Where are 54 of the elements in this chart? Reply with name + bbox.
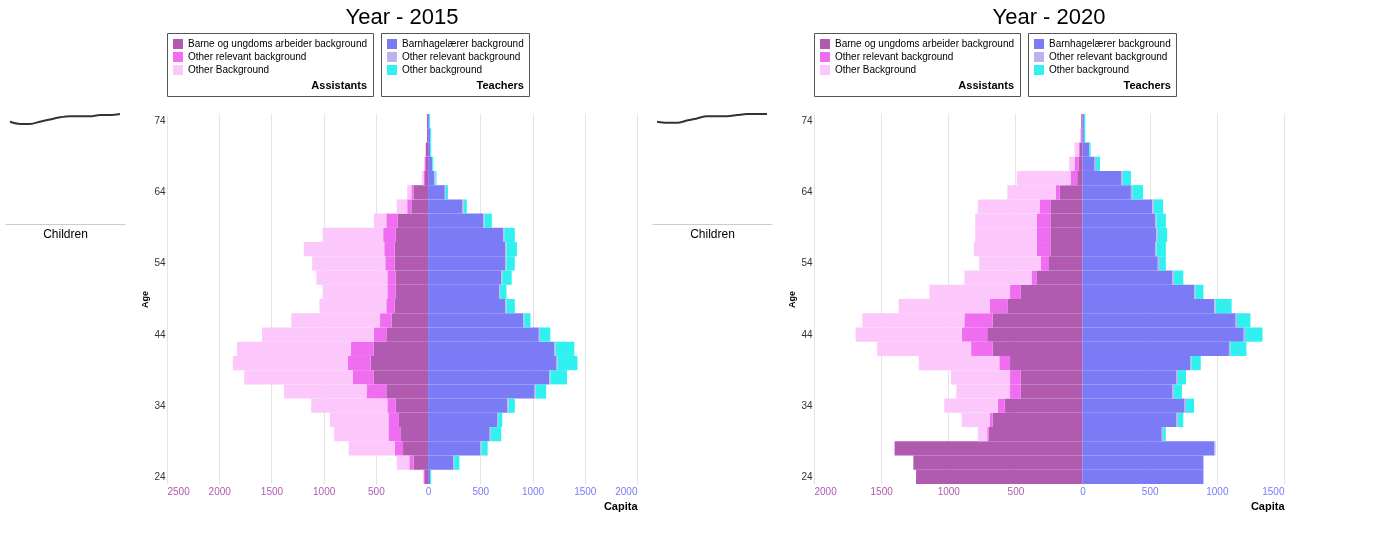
legend-label: Other relevant background [188,51,307,62]
legend-label: Barne og ungdoms arbeider background [835,38,1015,49]
x-tick-label: 1000 [521,485,545,497]
x-tick-label: 2000 [615,485,638,497]
x-tick-label: 1000 [313,485,336,497]
x-tick-label: 1000 [1206,485,1229,497]
y-tick-label: 34 [801,399,813,411]
x-tick-label: 2000 [814,485,838,497]
x-tick-label: 0 [425,485,432,497]
y-tick-label: 64 [801,186,813,198]
y-tick-label: 74 [801,115,813,127]
x-tick-label: 1500 [260,485,284,497]
chart-title: Year - 2020 [992,3,1106,29]
x-tick-label: 1500 [1262,485,1285,497]
legend-label: Other Background [188,64,270,75]
x-tick-label: 2000 [208,485,232,497]
x-axis-title: Children [43,226,88,241]
legend-label: Other background [1049,64,1130,75]
y-tick-label: 34 [154,399,166,411]
y-axis-title: Age [140,290,151,309]
y-tick-label: 44 [801,328,813,340]
legend-label: Other relevant background [1049,51,1168,62]
text: Assistants [311,79,367,91]
text: Teachers [476,79,524,91]
x-tick-label: 500 [368,485,386,497]
y-tick-label: 54 [154,257,166,269]
x-axis-title: Capita [1250,499,1286,512]
legend-label: Barnhagelærer background [402,38,524,49]
x-tick-label: 2500 [167,485,191,497]
x-tick-label: 1500 [870,485,894,497]
chart-title: Year - 2015 [345,3,459,29]
y-tick-label: 24 [154,470,166,482]
legend-label: Other Background [835,64,917,75]
y-tick-label: 54 [801,257,813,269]
text: Assistants [958,79,1014,91]
x-tick-label: 500 [1141,485,1159,497]
x-axis-title: Children [690,226,735,241]
y-tick-label: 44 [154,328,166,340]
y-tick-label: 74 [154,115,166,127]
x-tick-label: 1500 [574,485,597,497]
legend-label: Barnhagelærer background [1049,38,1171,49]
x-tick-label: 500 [472,485,490,497]
y-axis-title: Age [787,290,798,309]
text: Teachers [1123,79,1171,91]
x-axis-title: Capita [603,499,639,512]
x-tick-label: 500 [1007,485,1025,497]
legend-label: Barne og ungdoms arbeider background [188,38,368,49]
x-tick-label: 1000 [937,485,961,497]
legend-label: Other background [402,64,483,75]
y-tick-label: 64 [154,186,166,198]
legend-label: Other relevant background [402,51,521,62]
x-tick-label: 0 [1080,485,1087,497]
legend-label: Other relevant background [835,51,954,62]
y-tick-label: 24 [801,470,813,482]
